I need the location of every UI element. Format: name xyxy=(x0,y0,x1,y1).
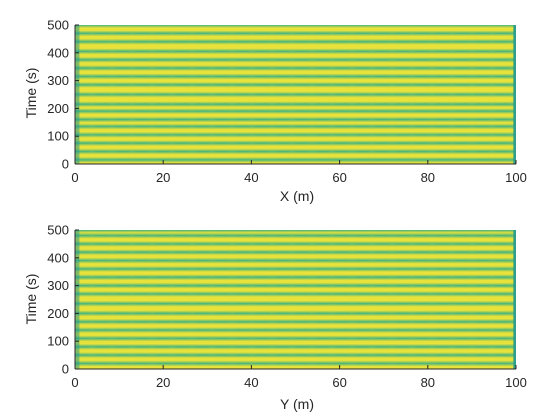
y-tick-label: 300 xyxy=(47,73,69,88)
top-heatmap-plot: X (m) Time (s) 0 20 40 60 80 100 0 100 200 300 400… xyxy=(23,18,527,205)
y-tick-label: 400 xyxy=(47,45,69,60)
x-tick-label: 60 xyxy=(332,170,346,185)
x-tick-label: 40 xyxy=(244,170,258,185)
x-tick-label: 100 xyxy=(505,375,527,390)
heatmap-right-edge xyxy=(513,230,516,369)
y-tick-label: 200 xyxy=(47,306,69,321)
x-tick-label: 20 xyxy=(156,170,170,185)
heatmap-area xyxy=(75,230,516,369)
heatmap-left-edge xyxy=(75,230,80,369)
x-tick-label: 100 xyxy=(505,170,527,185)
y-tick-label: 500 xyxy=(47,223,69,238)
y-tick-label: 200 xyxy=(47,101,69,116)
y-tick-label: 500 xyxy=(47,18,69,33)
y-tick-label: 0 xyxy=(62,157,69,172)
heatmap-left-edge xyxy=(75,25,80,164)
y-axis-label: Time (s) xyxy=(23,274,39,325)
y-tick-label: 400 xyxy=(47,250,69,265)
x-tick-label: 0 xyxy=(71,375,78,390)
heatmap-band xyxy=(75,25,516,28)
x-tick-label: 80 xyxy=(421,170,435,185)
heatmap-band xyxy=(75,230,516,233)
y-tick-label: 0 xyxy=(62,362,69,377)
x-tick-label: 20 xyxy=(156,375,170,390)
y-axis-label: Time (s) xyxy=(23,68,39,119)
x-axis-label: X (m) xyxy=(280,188,314,204)
bottom-heatmap-plot: Y (m) Time (s) 0 20 40 60 80 100 0 100 200 300 400… xyxy=(23,223,527,413)
x-tick-label: 0 xyxy=(71,170,78,185)
y-tick-label: 100 xyxy=(47,129,69,144)
x-tick-label: 60 xyxy=(332,375,346,390)
x-axis-label: Y (m) xyxy=(280,396,314,412)
y-tick-label: 100 xyxy=(47,334,69,349)
heatmap-right-edge xyxy=(513,25,516,164)
x-tick-label: 40 xyxy=(244,375,258,390)
heatmap-area xyxy=(75,25,516,164)
y-tick-label: 300 xyxy=(47,278,69,293)
x-tick-label: 80 xyxy=(421,375,435,390)
